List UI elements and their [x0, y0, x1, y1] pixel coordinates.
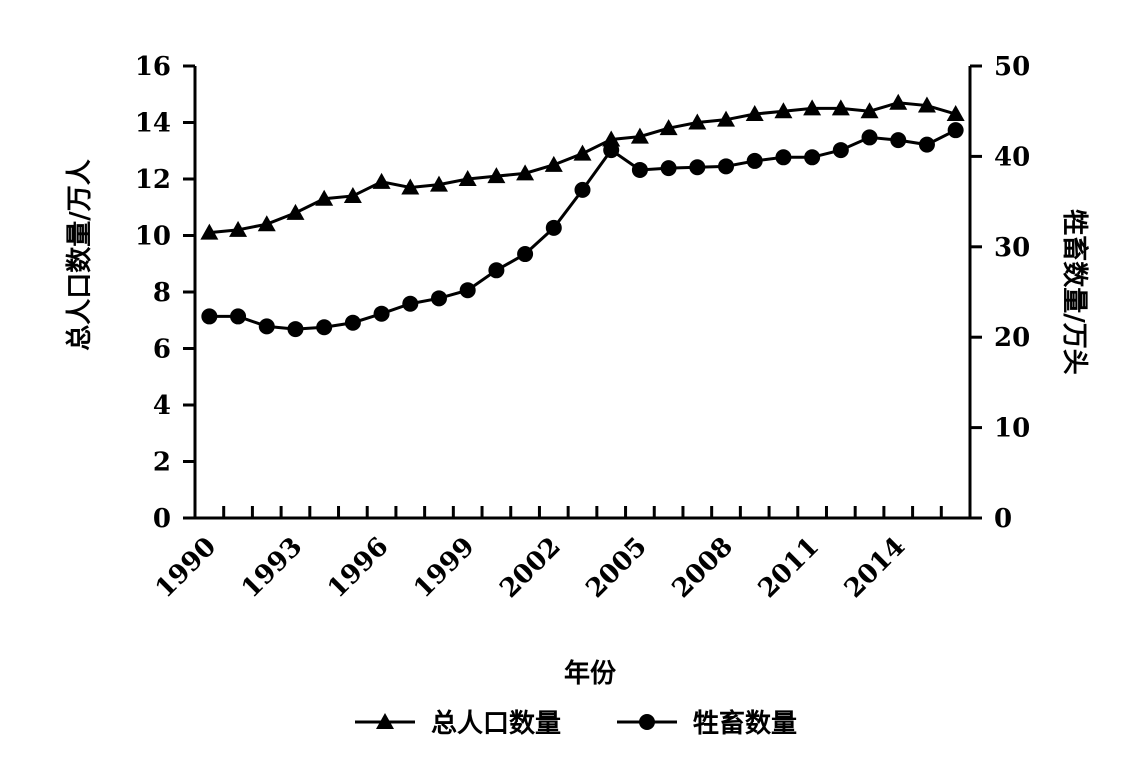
point [201, 308, 218, 325]
y2-tick-label: 10 [994, 414, 1030, 444]
x-axis-label: 年份 [564, 658, 616, 689]
x-tick-label: 1993 [236, 532, 308, 604]
point [775, 149, 792, 166]
point [889, 93, 908, 110]
point [373, 305, 390, 322]
point [861, 129, 878, 146]
point [401, 178, 420, 195]
point [286, 203, 305, 220]
point [574, 181, 591, 198]
x-tick-label: 2005 [580, 532, 652, 604]
y2-tick-label: 30 [994, 233, 1030, 263]
point [487, 167, 506, 184]
point [918, 136, 935, 153]
series-line [209, 101, 957, 235]
point [430, 290, 447, 307]
point [688, 113, 707, 130]
point [544, 155, 563, 172]
point [717, 110, 736, 127]
point [689, 159, 706, 176]
point [602, 130, 621, 147]
point [746, 152, 763, 169]
x-tick-label: 2014 [839, 532, 911, 604]
point [343, 186, 362, 203]
y-tick-label: 6 [153, 335, 171, 365]
point [631, 161, 648, 178]
point [459, 282, 476, 299]
y2-tick-label: 20 [994, 323, 1030, 353]
point [804, 149, 821, 166]
point [429, 175, 448, 192]
point [402, 295, 419, 312]
point [344, 314, 361, 331]
point [315, 189, 334, 206]
legend-label: 总人口数量 [431, 709, 561, 739]
point [200, 223, 219, 240]
point [660, 160, 677, 177]
point [774, 102, 793, 119]
point [946, 105, 965, 122]
point [458, 170, 477, 186]
point [372, 172, 391, 189]
x-tick-label: 2008 [667, 532, 739, 604]
y-tick-label: 12 [135, 165, 171, 195]
x-tick-label: 1996 [322, 532, 394, 604]
legend-marker [376, 713, 394, 729]
x-tick-label: 2002 [494, 532, 566, 604]
point [832, 142, 849, 159]
y-tick-label: 14 [135, 109, 171, 139]
x-tick-label: 1999 [408, 532, 480, 604]
point [229, 220, 248, 237]
y2-tick-label: 0 [994, 504, 1012, 534]
point [803, 99, 822, 116]
legend-marker [639, 714, 655, 730]
point [917, 96, 936, 113]
y-tick-label: 4 [153, 391, 171, 421]
point [659, 119, 678, 136]
point [630, 127, 649, 144]
point [287, 321, 304, 338]
point [517, 246, 534, 263]
y-tick-label: 8 [153, 278, 171, 308]
point [488, 262, 505, 279]
y2-tick-label: 50 [994, 52, 1030, 82]
point [890, 132, 907, 149]
y-tick-label: 16 [135, 52, 171, 82]
point [573, 144, 592, 161]
point [258, 318, 275, 335]
point [831, 99, 850, 116]
point [718, 158, 735, 175]
point [257, 215, 276, 232]
point [745, 105, 764, 122]
x-tick-label: 1990 [150, 532, 222, 604]
y-tick-label: 10 [135, 222, 171, 252]
legend-label: 牲畜数量 [693, 708, 797, 739]
x-tick-label: 2011 [753, 532, 825, 604]
point [860, 102, 879, 119]
point [603, 142, 620, 159]
y-axis-label: 总人口数量/万人 [65, 159, 95, 351]
point [316, 319, 333, 336]
point [516, 164, 535, 181]
y2-tick-label: 40 [994, 142, 1030, 172]
point [230, 308, 247, 325]
point [947, 122, 964, 139]
y-tick-label: 0 [153, 504, 171, 534]
y-tick-label: 2 [153, 448, 171, 478]
y2-axis-label: 牲畜数量/万头 [1059, 209, 1090, 375]
point [545, 219, 562, 236]
